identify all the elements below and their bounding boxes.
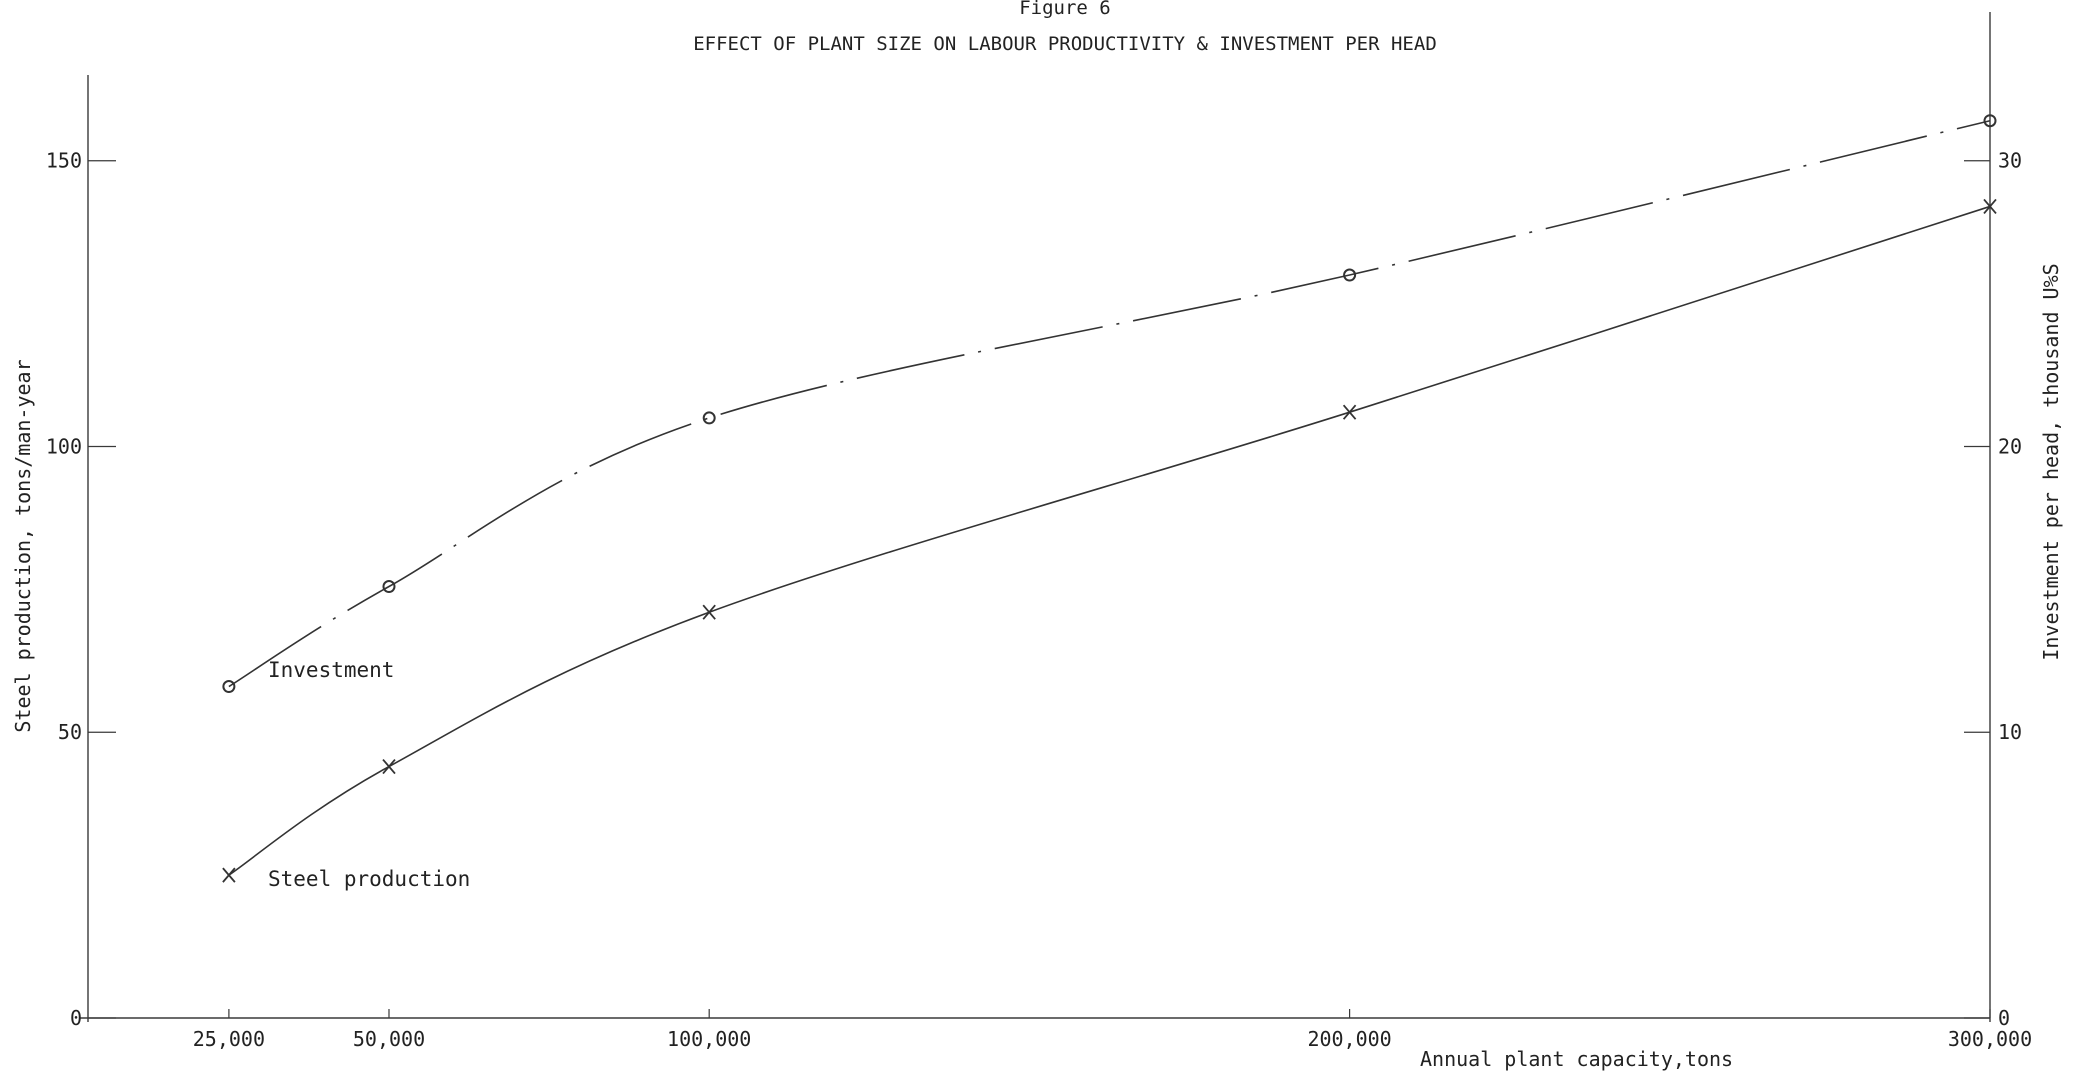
y-axis-right-title: Investment per head, thousand U%S [2039,263,2063,660]
x-tick-label: 100,000 [667,1027,751,1051]
data-point-investment [382,580,396,594]
y-left-tick-label: 100 [46,434,82,458]
plot-axes [80,12,1991,1022]
data-point-investment [702,411,716,425]
data-point-investment [1983,114,1997,128]
x-tick-label: 300,000 [1948,1027,2032,1051]
x-axis-ticks: 25,000 50,000 100,000 200,000 300,000 [193,1009,2032,1051]
x-tick-label: 200,000 [1307,1027,1391,1051]
data-point-investment [1343,268,1357,282]
series-line-investment [228,119,1991,688]
data-point-steel-production [702,604,716,620]
data-point-steel-production [382,758,396,775]
figure-label: Figure 6 [1019,0,1111,19]
x-tick-label: 50,000 [353,1027,425,1051]
series-label-steel-production: Steel production [268,867,470,891]
series-label-investment: Investment [268,658,394,682]
data-point-steel-production [1342,404,1357,420]
x-axis-title: Annual plant capacity,tons [1420,1047,1733,1071]
data-point-steel-production [1983,198,1997,215]
series-line-steel-production [228,205,1991,876]
y-right-tick-label: 0 [1998,1006,2010,1030]
y-left-tick-label: 50 [58,720,82,744]
y-axis-left-ticks: 0 50 100 150 [46,149,116,1030]
x-tick-label: 25,000 [193,1027,265,1051]
data-point-investment [222,680,236,694]
y-right-tick-label: 30 [1998,149,2022,173]
y-axis-right-ticks: 0 10 20 30 [1964,149,2022,1030]
data-point-steel-production [222,867,236,883]
y-left-tick-label: 0 [70,1006,82,1030]
chart-title: EFFECT OF PLANT SIZE ON LABOUR PRODUCTIV… [693,33,1437,55]
series-layer [222,114,1997,883]
y-right-tick-label: 20 [1998,434,2022,458]
y-left-tick-label: 150 [46,149,82,173]
y-axis-left-title: Steel production, tons/man-year [11,359,35,732]
y-right-tick-label: 10 [1998,720,2022,744]
